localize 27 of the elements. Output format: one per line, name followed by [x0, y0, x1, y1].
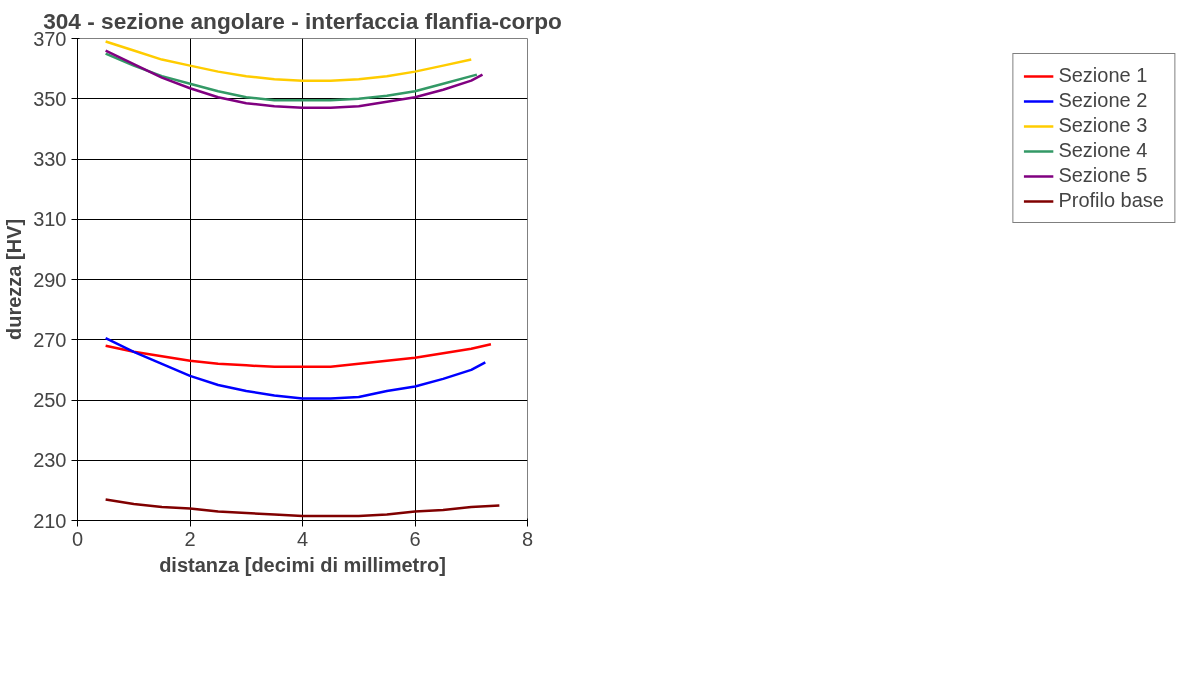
legend-label: Sezione 2	[1058, 89, 1148, 112]
x-tick-label: 0	[71, 527, 84, 550]
line-series	[104, 40, 473, 82]
x-axis-title: distanza [decimi di millimetro]	[159, 553, 446, 576]
y-tick-label: 330	[33, 148, 67, 170]
line-series	[104, 336, 487, 400]
legend-label: Sezione 4	[1058, 139, 1148, 162]
y-tick-label: 230	[33, 449, 67, 472]
y-tick-label: 210	[33, 509, 67, 532]
x-tick-label: 6	[409, 527, 421, 550]
legend-label: Profilo base	[1058, 189, 1164, 212]
x-tick-label: 2	[184, 527, 196, 550]
line-series	[104, 49, 484, 110]
line-series	[104, 343, 493, 369]
y-tick-label: 270	[33, 328, 67, 351]
y-axis-title: durezza [HV]	[3, 218, 26, 341]
legend-label: Sezione 1	[1058, 64, 1148, 87]
legend-label: Sezione 3	[1058, 114, 1148, 137]
x-tick-label: 8	[521, 527, 534, 550]
x-tick-label: 4	[296, 527, 309, 550]
y-tick-label: 290	[33, 268, 67, 291]
line-series	[104, 498, 501, 518]
legend-label: Sezione 5	[1058, 164, 1148, 187]
line-series	[104, 52, 479, 102]
y-tick-label: 250	[33, 389, 67, 411]
y-tick-label: 310	[33, 208, 67, 231]
y-tick-label: 350	[33, 87, 67, 110]
